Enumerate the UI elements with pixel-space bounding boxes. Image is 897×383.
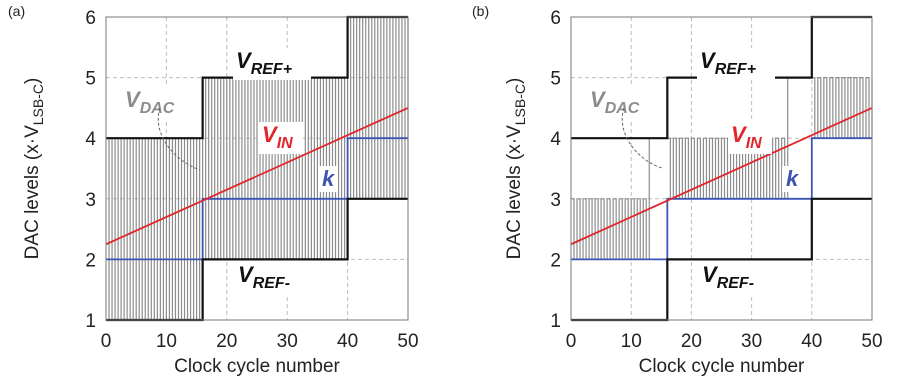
vref-minus-label: VREF- — [238, 262, 290, 292]
x-tick-label: 20 — [681, 331, 702, 352]
y-tick-label: 3 — [85, 190, 96, 211]
vdac-label: VDAC — [590, 87, 640, 117]
y-tick-label: 1 — [550, 311, 561, 332]
annotation-background — [728, 122, 772, 154]
vin-series-line — [105, 107, 409, 246]
annotation-background — [318, 166, 338, 192]
vref-plus-label: VREF+ — [700, 48, 756, 78]
k-label: k — [786, 166, 800, 191]
annotation-background — [122, 87, 194, 119]
x-tick-label: 0 — [566, 331, 577, 352]
x-tick-label: 40 — [801, 331, 822, 352]
k-label: k — [322, 166, 336, 191]
annotation-background — [697, 48, 775, 80]
x-tick-label: 40 — [337, 331, 358, 352]
x-tick-label: 50 — [861, 331, 882, 352]
y-axis-label: DAC levels (x·VLSB-C) — [22, 78, 46, 260]
chart-panel-b: 0 10 20 30 40 50 1 2 3 4 5 6 Clock cycle number DAC l… — [472, 3, 883, 377]
x-tick-label: 0 — [101, 331, 112, 352]
annotation-background — [699, 262, 773, 294]
annotation-background — [259, 122, 303, 154]
x-tick-label: 10 — [156, 331, 177, 352]
x-axis-label: Clock cycle number — [639, 356, 805, 377]
y-tick-label: 5 — [85, 69, 96, 90]
vdac-pointer-arrow — [157, 107, 201, 171]
annotation-background — [235, 262, 309, 294]
vin-label: VIN — [262, 122, 293, 152]
x-tick-label: 30 — [277, 331, 298, 352]
y-tick-label: 4 — [85, 129, 96, 150]
y-tick-label: 6 — [550, 8, 561, 29]
chart-panel-a: 0 10 20 30 40 50 1 2 3 4 5 6 Clock cycle number DAC l… — [8, 3, 419, 377]
y-tick-label: 2 — [85, 250, 96, 271]
x-tick-label: 20 — [216, 331, 237, 352]
annotation-background — [233, 48, 311, 80]
vref-plus-label: VREF+ — [236, 48, 292, 78]
vdac-pointer-arrow — [621, 107, 663, 169]
panel-label: (a) — [8, 3, 25, 19]
vin-series-line — [570, 107, 873, 246]
y-tick-label: 5 — [550, 69, 561, 90]
y-tick-label: 2 — [550, 250, 561, 271]
x-tick-label: 10 — [621, 331, 642, 352]
k-series-line — [106, 137, 408, 261]
y-tick-label: 3 — [550, 190, 561, 211]
panel-label: (b) — [472, 3, 489, 19]
vdac-label: VDAC — [125, 87, 175, 117]
vin-label: VIN — [731, 122, 762, 152]
y-axis-label: DAC levels (x·VLSB-C) — [504, 78, 528, 260]
y-tick-label: 6 — [85, 8, 96, 29]
annotation-background — [782, 166, 802, 192]
plot-frame — [105, 16, 409, 321]
y-tick-label: 4 — [550, 129, 561, 150]
x-axis-label: Clock cycle number — [174, 356, 340, 377]
x-tick-label: 50 — [397, 331, 418, 352]
k-series-line — [571, 137, 872, 261]
vref-minus-label: VREF- — [702, 262, 754, 292]
y-tick-label: 1 — [85, 311, 96, 332]
plot-frame — [570, 16, 873, 321]
x-tick-label: 30 — [741, 331, 762, 352]
